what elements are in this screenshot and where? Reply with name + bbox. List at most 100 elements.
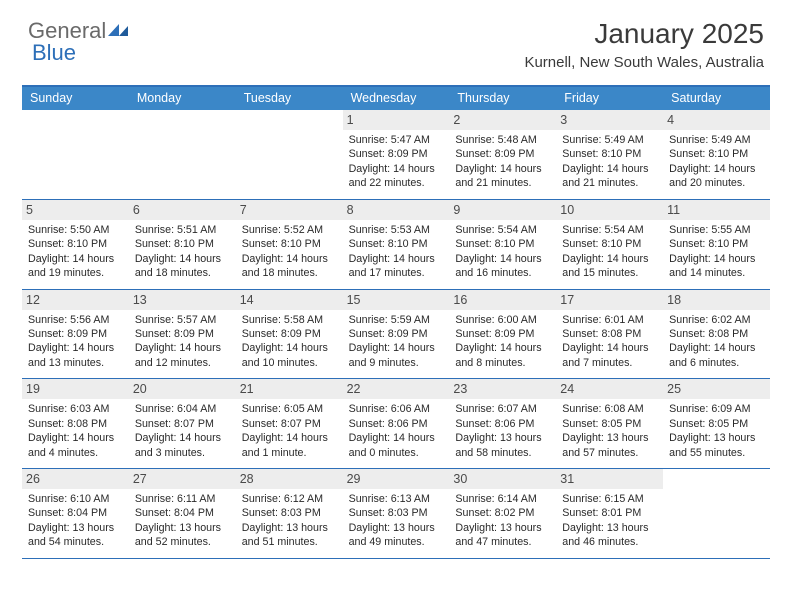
day-cell: 16 Sunrise: 6:00 AMSunset: 8:09 PMDayligh… <box>449 290 556 379</box>
day-number: 3 <box>556 110 663 130</box>
day-number: 18 <box>663 290 770 310</box>
day-details: Sunrise: 5:57 AMSunset: 8:09 PMDaylight:… <box>135 313 230 371</box>
day-cell: 17 Sunrise: 6:01 AMSunset: 8:08 PMDayligh… <box>556 290 663 379</box>
day-cell: 4 Sunrise: 5:49 AMSunset: 8:10 PMDaylight… <box>663 110 770 199</box>
day-details: Sunrise: 6:15 AMSunset: 8:01 PMDaylight:… <box>562 492 657 550</box>
day-number: 2 <box>449 110 556 130</box>
day-number: 5 <box>22 200 129 220</box>
day-details: Sunrise: 5:48 AMSunset: 8:09 PMDaylight:… <box>455 133 550 191</box>
day-cell: 15 Sunrise: 5:59 AMSunset: 8:09 PMDayligh… <box>343 290 450 379</box>
weekday-header: Sunday <box>22 87 129 110</box>
day-number: 4 <box>663 110 770 130</box>
weekday-header-row: SundayMondayTuesdayWednesdayThursdayFrid… <box>22 87 770 110</box>
weekday-header: Friday <box>556 87 663 110</box>
day-cell: 8 Sunrise: 5:53 AMSunset: 8:10 PMDaylight… <box>343 200 450 289</box>
day-details: Sunrise: 5:49 AMSunset: 8:10 PMDaylight:… <box>562 133 657 191</box>
day-cell: 30 Sunrise: 6:14 AMSunset: 8:02 PMDayligh… <box>449 469 556 558</box>
day-cell: 12Sunrise: 5:56 AMSunset: 8:09 PMDayligh… <box>22 290 129 379</box>
logo-word-blue: Blue <box>32 40 76 66</box>
day-number: 26 <box>22 469 129 489</box>
day-details: Sunrise: 6:02 AMSunset: 8:08 PMDaylight:… <box>669 313 764 371</box>
day-details: Sunrise: 6:09 AMSunset: 8:05 PMDaylight:… <box>669 402 764 460</box>
day-details: Sunrise: 5:49 AMSunset: 8:10 PMDaylight:… <box>669 133 764 191</box>
day-details: Sunrise: 6:01 AMSunset: 8:08 PMDaylight:… <box>562 313 657 371</box>
weekday-header: Tuesday <box>236 87 343 110</box>
day-details: Sunrise: 6:04 AMSunset: 8:07 PMDaylight:… <box>135 402 230 460</box>
calendar-week-row: 19Sunrise: 6:03 AMSunset: 8:08 PMDayligh… <box>22 379 770 469</box>
calendar: SundayMondayTuesdayWednesdayThursdayFrid… <box>22 85 770 559</box>
day-details: Sunrise: 6:06 AMSunset: 8:06 PMDaylight:… <box>349 402 444 460</box>
day-cell: 1 Sunrise: 5:47 AMSunset: 8:09 PMDaylight… <box>343 110 450 199</box>
day-cell: 7Sunrise: 5:52 AMSunset: 8:10 PMDaylight… <box>236 200 343 289</box>
calendar-weeks: ...1Sunrise: 5:47 AMSunset: 8:09 PMDayli… <box>22 110 770 559</box>
weekday-header: Saturday <box>663 87 770 110</box>
calendar-week-row: ...1Sunrise: 5:47 AMSunset: 8:09 PMDayli… <box>22 110 770 200</box>
day-details: Sunrise: 5:54 AMSunset: 8:10 PMDaylight:… <box>455 223 550 281</box>
calendar-week-row: 5 Sunrise: 5:50 AMSunset: 8:10 PMDaylight… <box>22 200 770 290</box>
day-details: Sunrise: 5:47 AMSunset: 8:09 PMDaylight:… <box>349 133 444 191</box>
day-number: 24 <box>556 379 663 399</box>
day-cell: . <box>663 469 770 558</box>
day-number: 25 <box>663 379 770 399</box>
day-cell: . <box>236 110 343 199</box>
day-number: 19 <box>22 379 129 399</box>
day-cell: 31 Sunrise: 6:15 AMSunset: 8:01 PMDayligh… <box>556 469 663 558</box>
day-cell: 13Sunrise: 5:57 AMSunset: 8:09 PMDayligh… <box>129 290 236 379</box>
day-number: 20 <box>129 379 236 399</box>
day-number: 21 <box>236 379 343 399</box>
day-number: 10 <box>556 200 663 220</box>
day-number: 11 <box>663 200 770 220</box>
day-details: Sunrise: 5:50 AMSunset: 8:10 PMDaylight:… <box>28 223 123 281</box>
weekday-header: Thursday <box>449 87 556 110</box>
day-cell: 23 Sunrise: 6:07 AMSunset: 8:06 PMDayligh… <box>449 379 556 468</box>
day-details: Sunrise: 5:59 AMSunset: 8:09 PMDaylight:… <box>349 313 444 371</box>
logo-secondary-line: Blue <box>32 40 76 66</box>
day-number: 31 <box>556 469 663 489</box>
day-details: Sunrise: 6:07 AMSunset: 8:06 PMDaylight:… <box>455 402 550 460</box>
day-cell: 3 Sunrise: 5:49 AMSunset: 8:10 PMDaylight… <box>556 110 663 199</box>
day-cell: 22 Sunrise: 6:06 AMSunset: 8:06 PMDayligh… <box>343 379 450 468</box>
day-number: 14 <box>236 290 343 310</box>
day-cell: 10 Sunrise: 5:54 AMSunset: 8:10 PMDayligh… <box>556 200 663 289</box>
day-number: 15 <box>343 290 450 310</box>
day-number: 27 <box>129 469 236 489</box>
day-details: Sunrise: 5:53 AMSunset: 8:10 PMDaylight:… <box>349 223 444 281</box>
day-details: Sunrise: 5:51 AMSunset: 8:10 PMDaylight:… <box>135 223 230 281</box>
day-cell: 29Sunrise: 6:13 AMSunset: 8:03 PMDayligh… <box>343 469 450 558</box>
day-cell: 6 Sunrise: 5:51 AMSunset: 8:10 PMDaylight… <box>129 200 236 289</box>
day-number: 16 <box>449 290 556 310</box>
month-title: January 2025 <box>524 18 764 50</box>
day-cell: 2 Sunrise: 5:48 AMSunset: 8:09 PMDaylight… <box>449 110 556 199</box>
day-details: Sunrise: 6:10 AMSunset: 8:04 PMDaylight:… <box>28 492 123 550</box>
day-details: Sunrise: 6:11 AMSunset: 8:04 PMDaylight:… <box>135 492 230 550</box>
day-details: Sunrise: 6:12 AMSunset: 8:03 PMDaylight:… <box>242 492 337 550</box>
day-number: 28 <box>236 469 343 489</box>
day-cell: 26 Sunrise: 6:10 AMSunset: 8:04 PMDayligh… <box>22 469 129 558</box>
day-number: 17 <box>556 290 663 310</box>
day-number: 22 <box>343 379 450 399</box>
day-cell: 21Sunrise: 6:05 AMSunset: 8:07 PMDayligh… <box>236 379 343 468</box>
day-cell: 9 Sunrise: 5:54 AMSunset: 8:10 PMDaylight… <box>449 200 556 289</box>
day-number: 8 <box>343 200 450 220</box>
day-cell: . <box>22 110 129 199</box>
day-details: Sunrise: 6:13 AMSunset: 8:03 PMDaylight:… <box>349 492 444 550</box>
day-details: Sunrise: 5:58 AMSunset: 8:09 PMDaylight:… <box>242 313 337 371</box>
day-number: 30 <box>449 469 556 489</box>
day-number: 9 <box>449 200 556 220</box>
day-details: Sunrise: 5:54 AMSunset: 8:10 PMDaylight:… <box>562 223 657 281</box>
weekday-header: Monday <box>129 87 236 110</box>
day-number: 12 <box>22 290 129 310</box>
day-number: 7 <box>236 200 343 220</box>
calendar-week-row: 26 Sunrise: 6:10 AMSunset: 8:04 PMDayligh… <box>22 469 770 559</box>
day-details: Sunrise: 6:00 AMSunset: 8:09 PMDaylight:… <box>455 313 550 371</box>
day-cell: 24Sunrise: 6:08 AMSunset: 8:05 PMDayligh… <box>556 379 663 468</box>
day-number: 6 <box>129 200 236 220</box>
day-cell: 18 Sunrise: 6:02 AMSunset: 8:08 PMDayligh… <box>663 290 770 379</box>
day-cell: 11Sunrise: 5:55 AMSunset: 8:10 PMDayligh… <box>663 200 770 289</box>
day-details: Sunrise: 6:14 AMSunset: 8:02 PMDaylight:… <box>455 492 550 550</box>
day-number: 1 <box>343 110 450 130</box>
day-cell: 25 Sunrise: 6:09 AMSunset: 8:05 PMDayligh… <box>663 379 770 468</box>
day-number: 23 <box>449 379 556 399</box>
header: General January 2025 Kurnell, New South … <box>0 0 792 77</box>
day-cell: 5 Sunrise: 5:50 AMSunset: 8:10 PMDaylight… <box>22 200 129 289</box>
